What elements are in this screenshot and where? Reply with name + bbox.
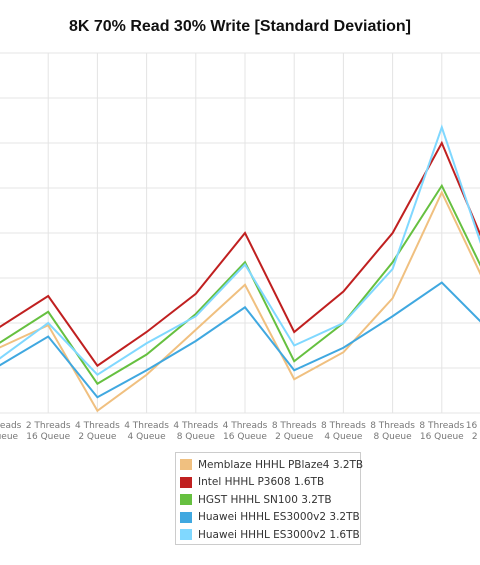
chart-title: 8K 70% Read 30% Write [Standard Deviatio… [68,18,412,35]
x-tick-label: 4 Threads 8 Queue [173,421,218,442]
series-line-1 [0,190,480,413]
series-line-2 [0,140,480,368]
x-tick-label: 8 Threads 8 Queue [370,421,415,442]
legend-swatch [180,511,192,523]
series-line-4 [0,281,480,399]
x-tick-label: 8 Threads 4 Queue [321,421,366,442]
legend-label: Intel HHHL P3608 1.6TB [198,476,325,489]
legend-item[interactable]: Huawei HHHL ES3000v2 1.6TB [180,526,360,544]
chart-series [0,124,480,413]
legend-swatch [180,494,192,506]
legend-swatch [180,529,192,541]
legend-swatch [180,459,192,471]
legend-item[interactable]: Huawei HHHL ES3000v2 3.2TB [180,509,360,527]
legend-label: Huawei HHHL ES3000v2 3.2TB [198,511,360,524]
legend-item[interactable]: HGST HHHL SN100 3.2TB [180,491,360,509]
x-tick-label: 4 Threads 16 Queue [223,421,268,442]
legend-swatch [180,476,192,488]
x-tick-label: 8 Threads 16 Queue [419,421,464,442]
legend-item[interactable]: Memblaze HHHL PBlaze4 3.2TB [180,456,364,474]
x-tick-label: 4 Threads 4 Queue [124,421,169,442]
chart-legend: Memblaze HHHL PBlaze4 3.2TB Intel HHHL P3… [175,452,364,545]
legend-label: HGST HHHL SN100 3.2TB [198,493,332,506]
legend-label: Huawei HHHL ES3000v2 1.6TB [198,528,360,541]
legend-item[interactable]: Intel HHHL P3608 1.6TB [180,474,360,492]
legend-label: Memblaze HHHL PBlaze4 3.2TB [198,458,364,471]
chart-grid [0,52,480,414]
series-line-5 [0,124,480,377]
x-tick-label: 8 Threads 2 Queue [272,421,317,442]
x-tick-label: 2 Threads 16 Queue [26,421,71,442]
series-line-3 [0,183,480,386]
x-tick-label: 4 Threads 2 Queue [75,421,120,442]
